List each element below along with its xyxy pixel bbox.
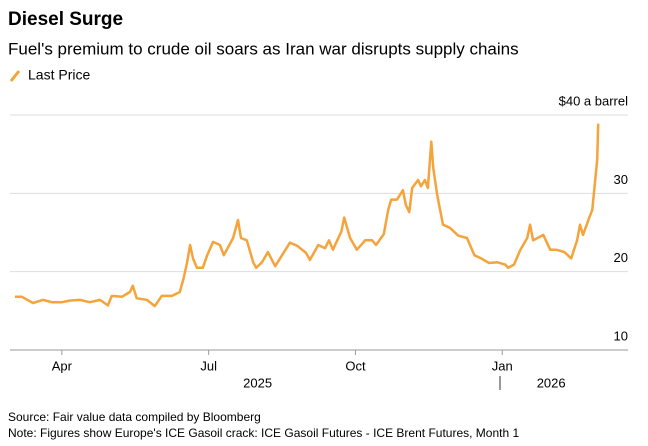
x-tick-label: Jul	[200, 358, 217, 373]
note: Note: Figures show Europe's ICE Gasoil c…	[8, 426, 519, 440]
year-label: 2025	[243, 375, 272, 390]
source: Source: Fair value data compiled by Bloo…	[8, 410, 261, 424]
legend-label: Last Price	[28, 67, 90, 83]
x-tick-label: Jan	[492, 358, 513, 373]
price-line	[14, 123, 600, 308]
year-label: 2026	[537, 375, 566, 390]
y-tick-label: 10	[614, 328, 628, 343]
chart-title: Diesel Surge	[8, 9, 123, 30]
y-tick-label: 30	[614, 172, 628, 187]
x-tick-label: Oct	[345, 358, 366, 373]
legend-icon	[9, 70, 21, 82]
y-tick-label: 20	[614, 250, 628, 265]
y-tick-label: $40 a barrel	[559, 93, 628, 108]
chart-subtitle: Fuel's premium to crude oil soars as Ira…	[8, 39, 519, 58]
x-tick-label: Apr	[52, 358, 73, 373]
